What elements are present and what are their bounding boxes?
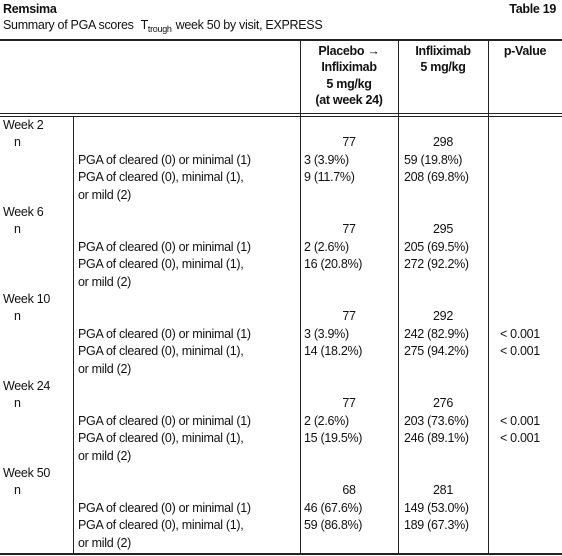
cell-value: 14 (18.2%) bbox=[304, 344, 363, 359]
column-header: Placebo → bbox=[318, 44, 380, 58]
row-label: or mild (2) bbox=[78, 361, 131, 376]
n-value: 276 bbox=[433, 396, 453, 411]
cell-value: 242 (82.9%) bbox=[404, 326, 469, 341]
cell-value: 275 (94.2%) bbox=[404, 344, 469, 359]
row-label: PGA of cleared (0), minimal (1), bbox=[78, 170, 244, 185]
column-line bbox=[488, 40, 489, 554]
n-value: 77 bbox=[342, 309, 356, 324]
n-label: n bbox=[14, 483, 21, 498]
column-header: Infliximab bbox=[321, 60, 377, 75]
cell-value: 46 (67.6%) bbox=[304, 500, 363, 515]
cell-value: 272 (92.2%) bbox=[404, 257, 469, 272]
cell-value: < 0.001 bbox=[500, 344, 540, 359]
title: Remsima bbox=[3, 2, 57, 16]
subtitle-text: Summary of PGA scores bbox=[3, 18, 134, 32]
rule bbox=[0, 116, 562, 117]
cell-value: 9 (11.7%) bbox=[304, 170, 355, 185]
symbol: T bbox=[140, 18, 149, 32]
n-value: 298 bbox=[433, 135, 453, 150]
visit-label: Week 24 bbox=[3, 379, 51, 393]
subtitle: Summary of PGA scores Ttrough week 50 by v… bbox=[3, 18, 323, 37]
row-label: PGA of cleared (0), minimal (1), bbox=[78, 344, 244, 359]
n-value: 281 bbox=[433, 483, 453, 498]
column-header: p-Value bbox=[503, 44, 547, 58]
cell-value: 59 (86.8%) bbox=[304, 518, 363, 533]
cell-value: < 0.001 bbox=[500, 413, 540, 428]
n-label: n bbox=[14, 222, 21, 237]
n-label: n bbox=[14, 396, 21, 411]
n-value: 77 bbox=[342, 222, 356, 237]
cell-value: 246 (89.1%) bbox=[404, 431, 469, 446]
column-header: (at week 24) bbox=[315, 93, 383, 108]
column-line bbox=[398, 40, 399, 554]
cell-value: 15 (19.5%) bbox=[304, 431, 363, 446]
cell-value: 3 (3.9%) bbox=[304, 152, 349, 167]
n-value: 77 bbox=[342, 135, 356, 150]
visit-label: Week 2 bbox=[3, 118, 44, 132]
row-label: PGA of cleared (0) or minimal (1) bbox=[78, 152, 251, 167]
column-line bbox=[300, 40, 301, 554]
rule bbox=[0, 113, 562, 114]
column-header: 5 mg/kg bbox=[326, 76, 372, 91]
row-label: PGA of cleared (0) or minimal (1) bbox=[78, 326, 251, 341]
n-value: 292 bbox=[433, 309, 453, 324]
row-label: PGA of cleared (0) or minimal (1) bbox=[78, 239, 251, 254]
row-label: PGA of cleared (0), minimal (1), bbox=[78, 431, 244, 446]
subscript: trough bbox=[147, 24, 172, 34]
cell-value: 189 (67.3%) bbox=[404, 518, 469, 533]
column-header: Infliximab bbox=[415, 44, 471, 58]
cell-value: 16 (20.8%) bbox=[304, 257, 363, 272]
column-line bbox=[73, 117, 74, 554]
cell-value: 2 (2.6%) bbox=[304, 413, 349, 428]
n-label: n bbox=[14, 309, 21, 324]
row-label: or mild (2) bbox=[78, 274, 131, 289]
rule bbox=[0, 39, 562, 41]
visit-label: Week 6 bbox=[3, 205, 44, 219]
n-value: 68 bbox=[342, 483, 356, 498]
cell-value: < 0.001 bbox=[500, 431, 540, 446]
cell-value: < 0.001 bbox=[500, 326, 540, 341]
cell-value: 59 (19.8%) bbox=[404, 152, 463, 167]
visit-label: Week 10 bbox=[3, 292, 51, 306]
cell-value: 3 (3.9%) bbox=[304, 326, 349, 341]
row-label: PGA of cleared (0), minimal (1), bbox=[78, 257, 244, 272]
cell-value: 205 (69.5%) bbox=[404, 239, 469, 254]
cell-value: 208 (69.8%) bbox=[404, 170, 469, 185]
subtitle-text: week 50 by visit, EXPRESS bbox=[175, 18, 323, 32]
row-label: or mild (2) bbox=[78, 187, 131, 202]
column-header: 5 mg/kg bbox=[420, 60, 466, 75]
table-number: Table 19 bbox=[509, 2, 556, 16]
row-label: PGA of cleared (0) or minimal (1) bbox=[78, 500, 251, 515]
row-label: or mild (2) bbox=[78, 535, 131, 550]
cell-value: 203 (73.6%) bbox=[404, 413, 469, 428]
cell-value: 2 (2.6%) bbox=[304, 239, 349, 254]
rule bbox=[0, 553, 562, 555]
row-label: PGA of cleared (0), minimal (1), bbox=[78, 518, 244, 533]
n-value: 295 bbox=[433, 222, 453, 237]
row-label: PGA of cleared (0) or minimal (1) bbox=[78, 413, 251, 428]
n-label: n bbox=[14, 135, 21, 150]
cell-value: 149 (53.0%) bbox=[404, 500, 469, 515]
visit-label: Week 50 bbox=[3, 466, 51, 480]
n-value: 77 bbox=[342, 396, 356, 411]
row-label: or mild (2) bbox=[78, 448, 131, 463]
